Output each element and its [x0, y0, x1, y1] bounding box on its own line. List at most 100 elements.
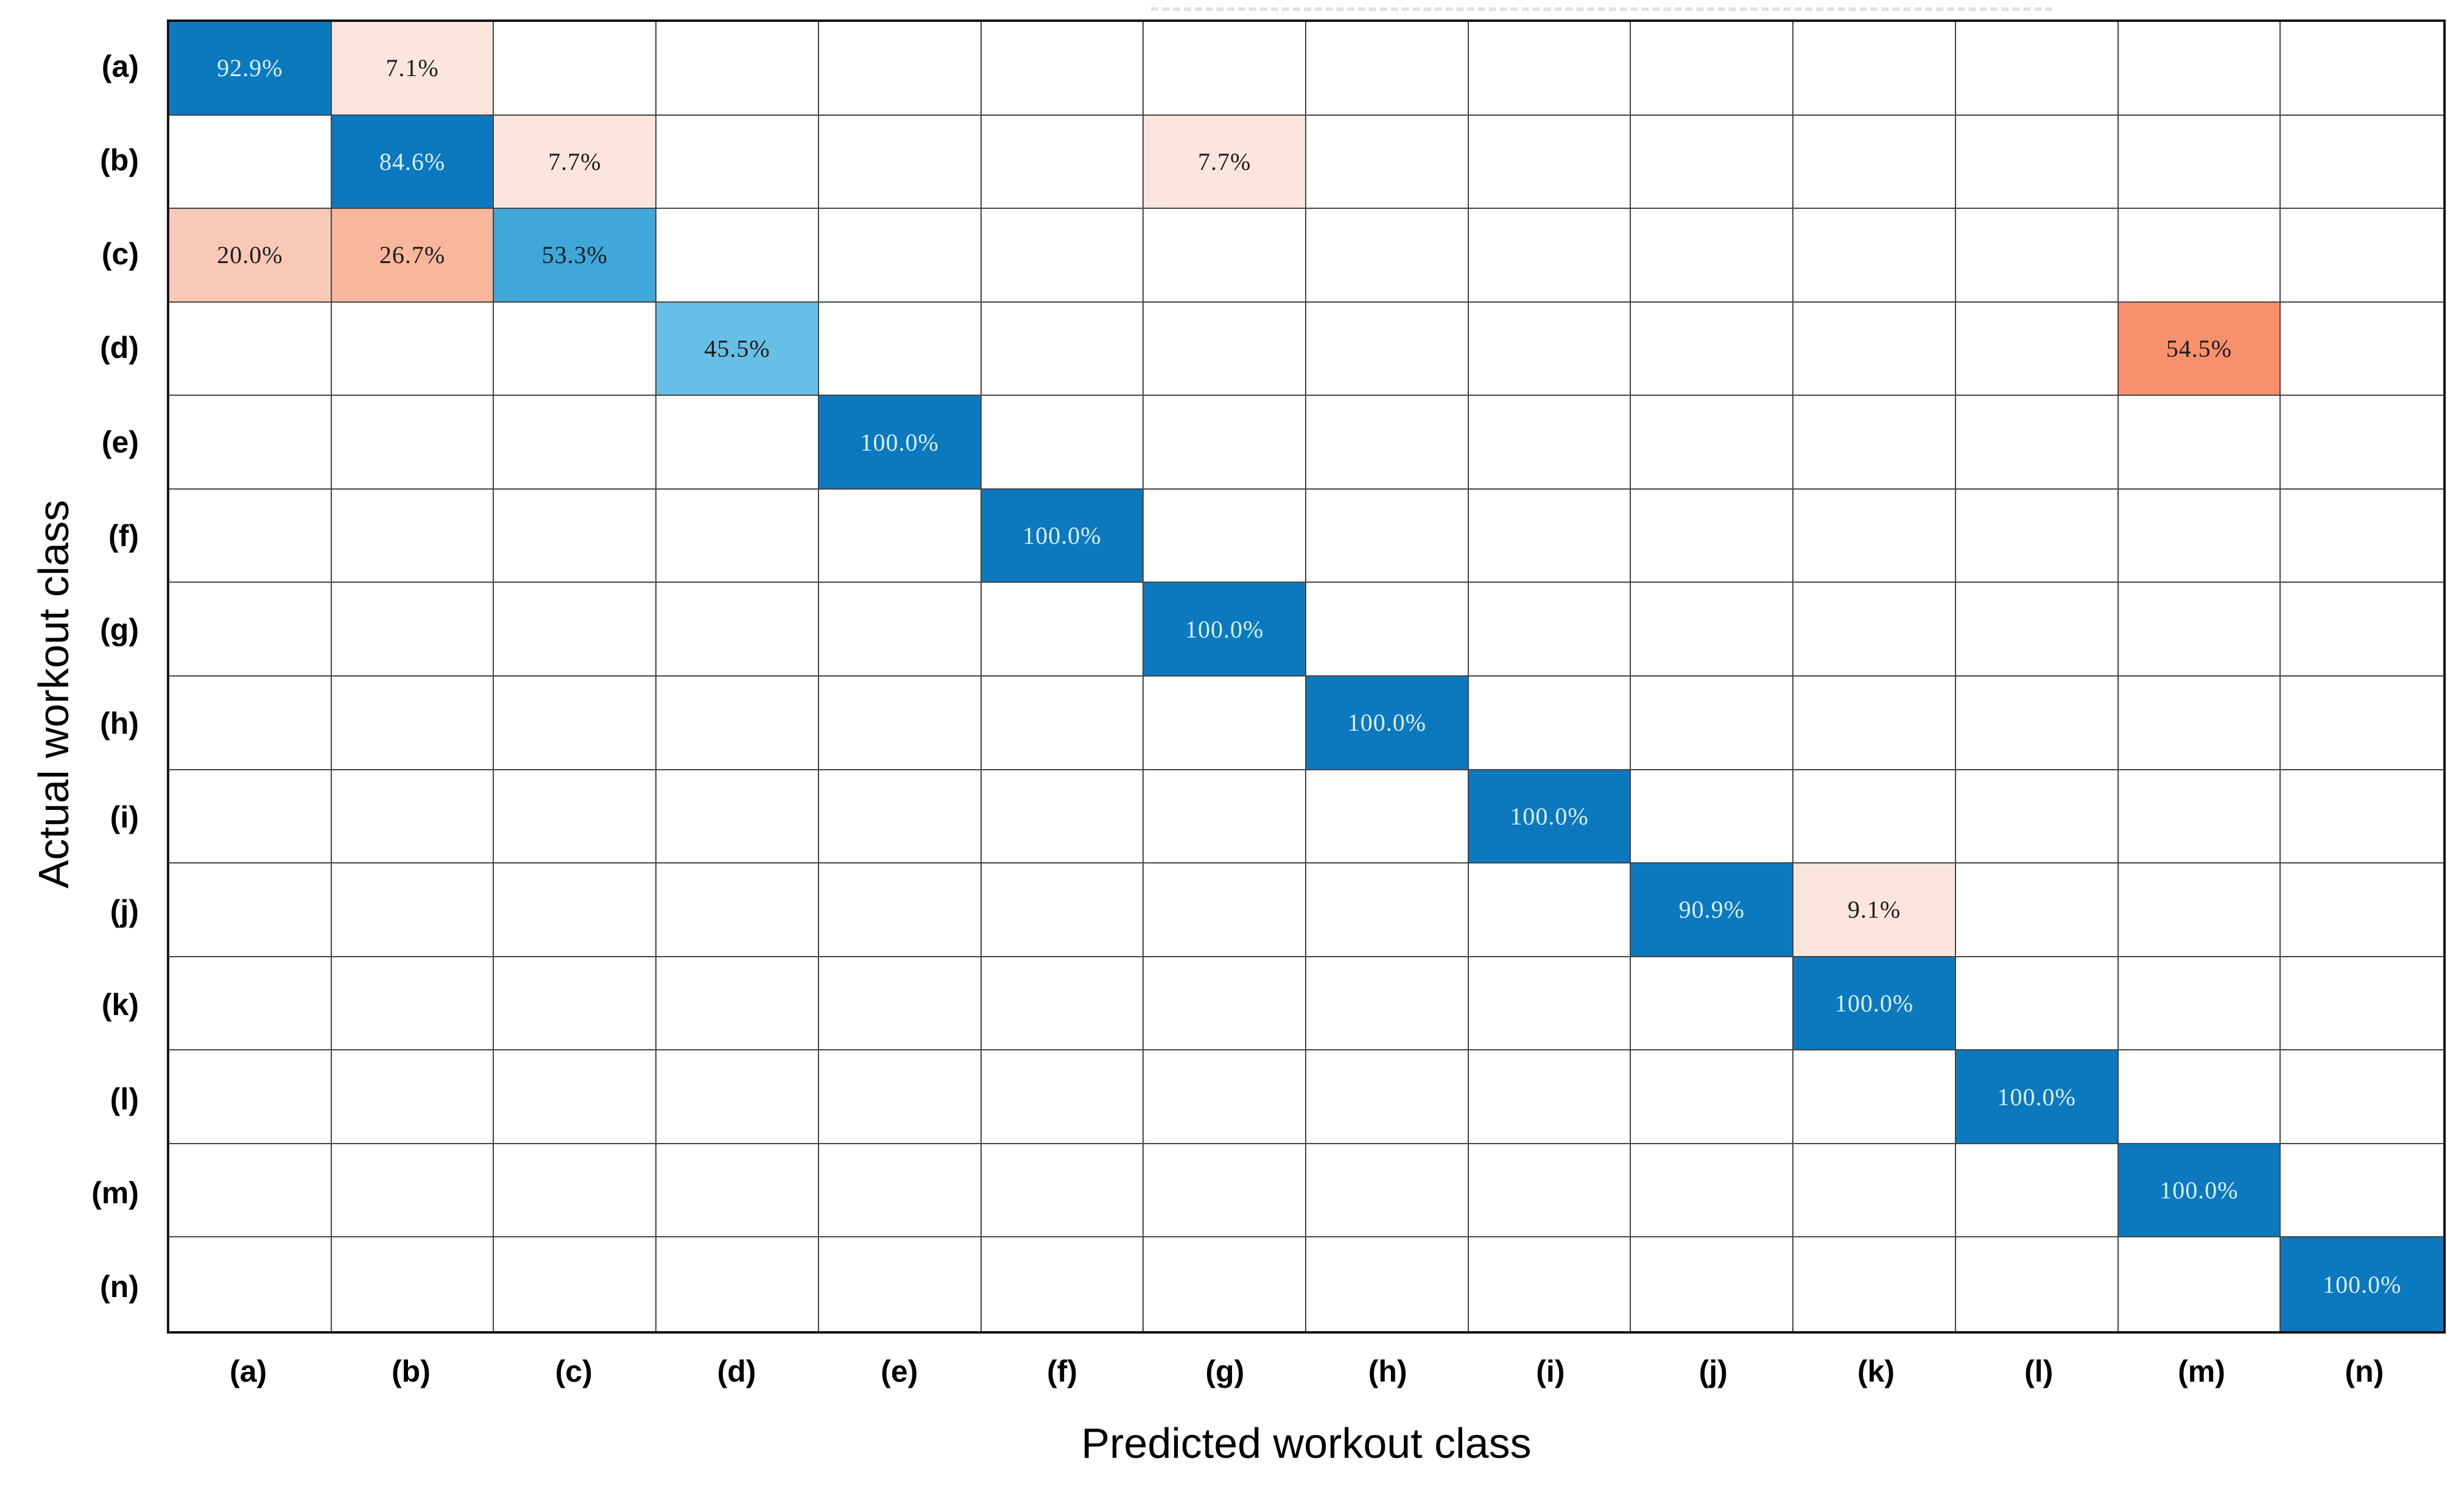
- matrix-cell: [1631, 1144, 1794, 1238]
- matrix-cell: [1631, 770, 1794, 864]
- matrix-cell: 100.0%: [1144, 583, 1306, 677]
- matrix-cell: 100.0%: [1793, 957, 1956, 1051]
- matrix-cell: [1793, 489, 1956, 583]
- y-tick-label: (h): [100, 706, 139, 741]
- matrix-cell: [494, 489, 657, 583]
- matrix-cell: [1468, 863, 1632, 957]
- matrix-cell: [169, 770, 332, 864]
- matrix-cell: [981, 676, 1144, 770]
- y-tick-label: (b): [100, 143, 139, 178]
- matrix-cell: [1144, 302, 1306, 396]
- matrix-cell: [818, 1050, 982, 1144]
- matrix-cell: [1144, 676, 1306, 770]
- matrix-cell: [981, 209, 1144, 303]
- matrix-cell: [1144, 22, 1306, 116]
- matrix-cell: [656, 396, 819, 490]
- matrix-cell: [331, 676, 495, 770]
- matrix-cell: [1631, 22, 1794, 116]
- matrix-cell: [1631, 957, 1794, 1051]
- matrix-cell: [818, 770, 982, 864]
- matrix-cell: [1306, 957, 1469, 1051]
- x-tick-label: (n): [2345, 1354, 2384, 1388]
- matrix-cell: [818, 957, 982, 1051]
- matrix-cell: 20.0%: [169, 209, 332, 303]
- matrix-cell: [169, 583, 332, 677]
- x-axis-title: Predicted workout class: [1081, 1419, 1532, 1467]
- matrix-cell: [1955, 676, 2119, 770]
- matrix-cell: [331, 583, 495, 677]
- matrix-cell: [818, 1237, 982, 1331]
- matrix-cell: [1631, 1050, 1794, 1144]
- matrix-cell: [1793, 1237, 1956, 1331]
- matrix-cell: [1306, 209, 1469, 303]
- matrix-cell: [169, 396, 332, 490]
- matrix-cell: [2118, 863, 2281, 957]
- matrix-cell: [2281, 489, 2443, 583]
- matrix-cell: [818, 115, 982, 209]
- matrix-cell: [2281, 1144, 2443, 1238]
- matrix-cell: [1144, 489, 1306, 583]
- matrix-cell: [656, 1237, 819, 1331]
- matrix-cell: [1955, 302, 2119, 396]
- matrix-cell: 7.1%: [331, 22, 495, 116]
- matrix-cell: [1631, 583, 1794, 677]
- matrix-cell: [1955, 115, 2119, 209]
- matrix-cell: [494, 676, 657, 770]
- matrix-cell: [981, 957, 1144, 1051]
- matrix-cell: [1631, 1237, 1794, 1331]
- matrix-cell: [331, 863, 495, 957]
- matrix-cell: 53.3%: [494, 209, 657, 303]
- matrix-cell: [2281, 863, 2443, 957]
- matrix-cell: [1468, 957, 1632, 1051]
- x-tick-label: (k): [1857, 1354, 1895, 1388]
- matrix-cell: [169, 1237, 332, 1331]
- y-tick-label: (l): [110, 1081, 139, 1116]
- matrix-cell: [1468, 209, 1632, 303]
- matrix-cell: 84.6%: [331, 115, 495, 209]
- matrix-cell: [494, 302, 657, 396]
- matrix-cell: [818, 676, 982, 770]
- matrix-cell: [981, 1144, 1144, 1238]
- matrix-cell: [1631, 676, 1794, 770]
- matrix-cell: [1955, 489, 2119, 583]
- matrix-cell: [1793, 1144, 1956, 1238]
- y-tick-label: (i): [110, 800, 139, 835]
- matrix-cell: [2118, 583, 2281, 677]
- y-tick-label: (c): [101, 237, 139, 272]
- matrix-cell: [1306, 1050, 1469, 1144]
- matrix-cell: [2118, 489, 2281, 583]
- matrix-cell: [2281, 115, 2443, 209]
- x-tick-label: (a): [230, 1354, 267, 1388]
- matrix-cell: [1144, 770, 1306, 864]
- matrix-cell: [331, 396, 495, 490]
- matrix-cell: [2281, 770, 2443, 864]
- matrix-cell: [818, 302, 982, 396]
- matrix-cell: [494, 1237, 657, 1331]
- matrix-cell: 100.0%: [818, 396, 982, 490]
- matrix-cell: [1631, 489, 1794, 583]
- matrix-cell: [1144, 209, 1306, 303]
- matrix-cell: [1793, 302, 1956, 396]
- matrix-cell: [1306, 489, 1469, 583]
- matrix-cell: [494, 863, 657, 957]
- matrix-cell: [2281, 676, 2443, 770]
- matrix-cell: [1144, 1050, 1306, 1144]
- matrix-cell: [169, 115, 332, 209]
- matrix-cell: [1468, 676, 1632, 770]
- matrix-cell: [656, 583, 819, 677]
- matrix-cell: 7.7%: [1144, 115, 1306, 209]
- matrix-cell: [2118, 770, 2281, 864]
- matrix-cell: [1468, 1144, 1632, 1238]
- matrix-cell: [1306, 22, 1469, 116]
- matrix-cell: [1955, 22, 2119, 116]
- matrix-cell: [656, 115, 819, 209]
- matrix-cell: [2118, 22, 2281, 116]
- matrix-cell: [494, 1144, 657, 1238]
- matrix-cell: [656, 209, 819, 303]
- matrix-cell: [1144, 396, 1306, 490]
- matrix-cell: [1306, 583, 1469, 677]
- matrix-cell: [331, 302, 495, 396]
- matrix-cell: [1793, 115, 1956, 209]
- matrix-cell: 9.1%: [1793, 863, 1956, 957]
